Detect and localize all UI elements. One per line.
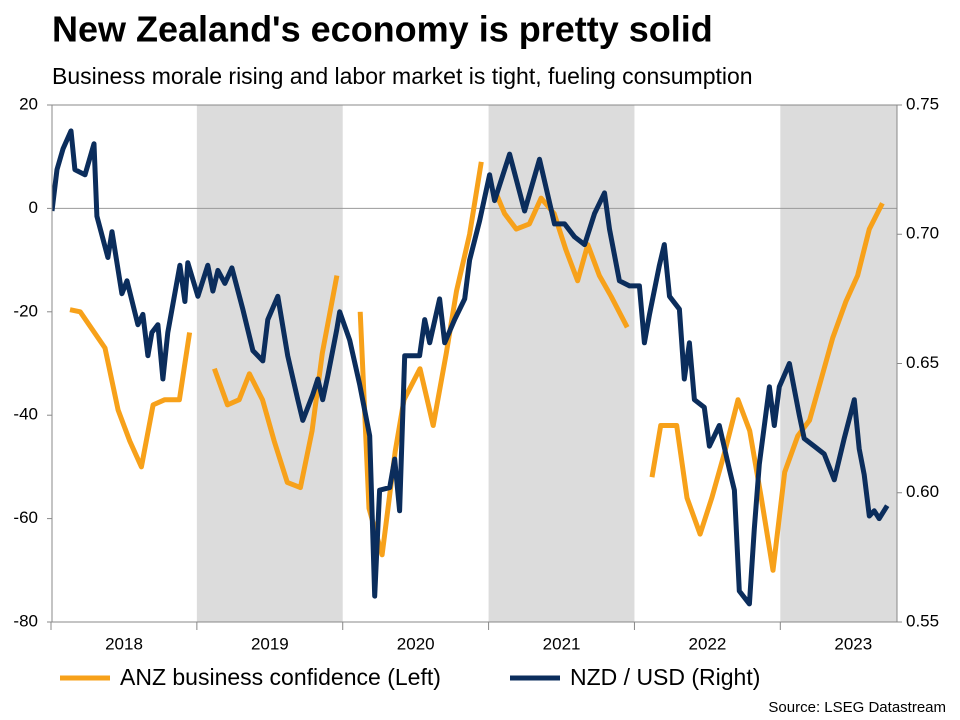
legend-label: NZD / USD (Right) [570, 664, 760, 690]
shaded-band [488, 105, 635, 622]
shaded-band [196, 105, 343, 622]
y-tick-label: -20 [13, 301, 38, 320]
chart-subtitle: Business morale rising and labor market … [52, 63, 753, 89]
x-tick-label: 2022 [689, 634, 727, 653]
x-tick-label: 2018 [105, 634, 143, 653]
y-tick-label: 0 [29, 198, 38, 217]
x-tick-label: 2019 [251, 634, 289, 653]
y2-tick-label: 0.60 [906, 482, 939, 501]
shaded-band [780, 105, 897, 622]
plot [52, 105, 897, 622]
y2-tick-label: 0.55 [906, 611, 939, 630]
y-tick-label: 20 [19, 94, 38, 113]
x-tick-label: 2021 [543, 634, 581, 653]
chart-title: New Zealand's economy is pretty solid [52, 9, 713, 50]
y2-tick-label: 0.65 [906, 353, 939, 372]
legend-label: ANZ business confidence (Left) [120, 664, 441, 690]
source: Source: LSEG Datastream [768, 699, 946, 716]
x-tick-label: 2020 [397, 634, 435, 653]
y2-tick-label: 0.70 [906, 224, 939, 243]
y-tick-label: -60 [13, 508, 38, 527]
y-tick-label: -40 [13, 405, 38, 424]
y2-tick-label: 0.75 [906, 94, 939, 113]
series-line [52, 128, 890, 607]
y-tick-label: -80 [13, 611, 38, 630]
series-line [69, 161, 885, 573]
x-tick-label: 2023 [834, 634, 872, 653]
